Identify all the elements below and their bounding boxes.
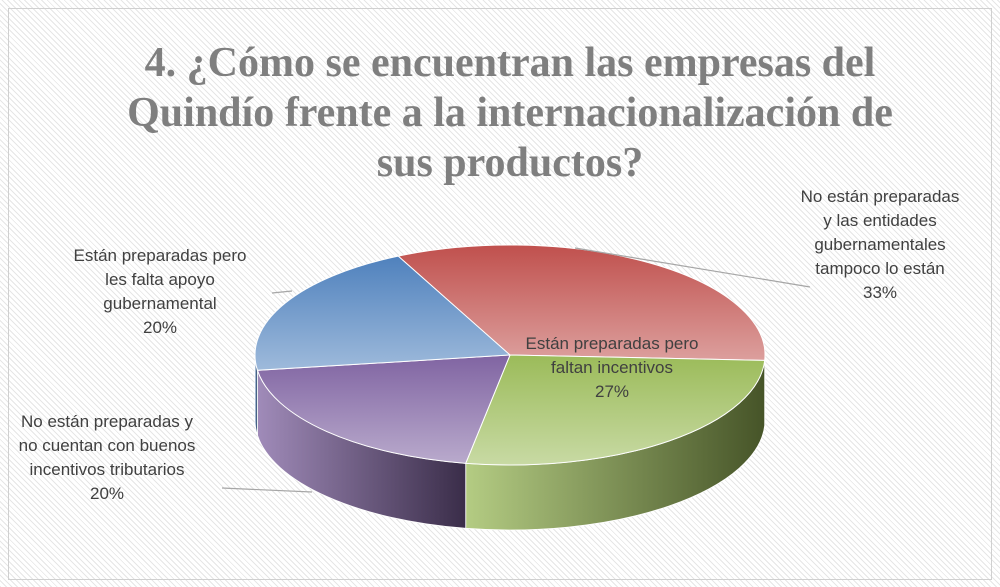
category-label: No están preparadas y las entidades gube… — [800, 187, 960, 278]
data-label: Están preparadas pero les falta apoyo gu… — [70, 244, 250, 340]
category-label: No están preparadas y no cuentan con bue… — [18, 412, 196, 479]
leader-line — [221, 487, 313, 493]
leader-line — [271, 290, 293, 294]
leader-line — [574, 247, 811, 288]
value-label: 27% — [594, 382, 630, 401]
data-label: Están preparadas pero faltan incentivos … — [522, 332, 702, 404]
chart-frame — [8, 8, 992, 580]
data-label: No están preparadas y las entidades gube… — [800, 185, 960, 305]
value-label: 33% — [862, 283, 898, 302]
value-label: 20% — [142, 318, 178, 337]
slice — [397, 244, 766, 361]
slice — [254, 255, 512, 371]
leader-lines — [221, 247, 811, 493]
category-label: Están preparadas pero faltan incentivos — [525, 334, 699, 377]
slice — [464, 354, 766, 466]
value-label: 20% — [89, 484, 125, 503]
chart-title: 4. ¿Cómo se encuentran las empresas del … — [127, 40, 893, 186]
category-label: Están preparadas pero les falta apoyo gu… — [73, 246, 247, 313]
slice — [256, 354, 511, 464]
data-label: No están preparadas y no cuentan con bue… — [12, 410, 202, 506]
